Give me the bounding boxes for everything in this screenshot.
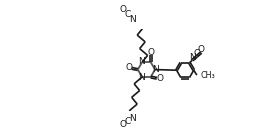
- Text: N: N: [138, 57, 145, 66]
- Text: C: C: [125, 10, 131, 19]
- Text: O: O: [125, 63, 132, 72]
- Text: C: C: [125, 117, 131, 126]
- Text: CH₃: CH₃: [200, 71, 215, 80]
- Text: O: O: [156, 74, 163, 83]
- Text: O: O: [198, 45, 205, 54]
- Text: C: C: [194, 49, 200, 58]
- Text: N: N: [129, 15, 136, 24]
- Text: N: N: [138, 73, 145, 82]
- Text: N: N: [129, 114, 136, 123]
- Text: O: O: [120, 5, 127, 14]
- Text: O: O: [147, 48, 154, 57]
- Text: N: N: [152, 65, 159, 74]
- Text: O: O: [120, 120, 127, 129]
- Text: N: N: [189, 53, 196, 62]
